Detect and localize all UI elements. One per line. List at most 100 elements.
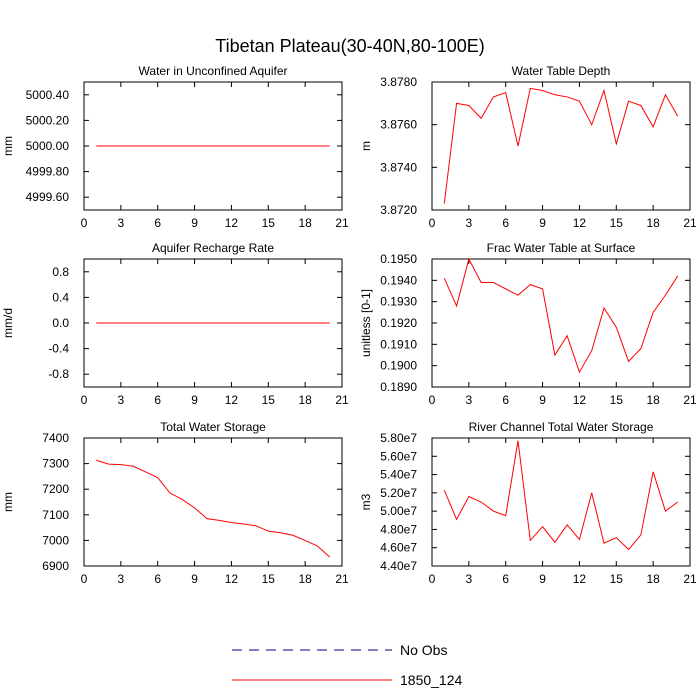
x-tick-label: 6	[502, 216, 509, 230]
x-tick-label: 15	[610, 393, 624, 407]
x-tick-label: 3	[118, 216, 125, 230]
y-tick-label: 4999.60	[26, 190, 70, 204]
panel-title: Frac Water Table at Surface	[487, 241, 636, 255]
x-tick-label: 15	[610, 216, 624, 230]
panel-frac-water-table-at-surface: Frac Water Table at Surface 0 3 6 9 12 15 18 21 0…	[359, 241, 697, 407]
y-tick-label: 0.1890	[380, 380, 417, 394]
x-tick-label: 15	[262, 572, 276, 586]
y-tick-label: 7300	[42, 457, 69, 471]
panel-title: Water Table Depth	[512, 64, 611, 78]
x-tick-label: 18	[298, 393, 312, 407]
x-tick-label: 12	[573, 393, 587, 407]
x-tick-label: 15	[262, 216, 276, 230]
legend-label-1850-124: 1850_124	[400, 672, 463, 688]
x-tick-label: 0	[429, 572, 436, 586]
panel-title: River Channel Total Water Storage	[469, 420, 654, 434]
y-tick-label: 5.00e7	[380, 504, 417, 518]
y-tick-label: 0.1920	[380, 316, 417, 330]
x-tick-label: 21	[335, 572, 349, 586]
x-tick-label: 6	[502, 393, 509, 407]
y-tick-label: 7200	[42, 482, 69, 496]
y-tick-label: 5000.40	[26, 88, 70, 102]
x-tick-label: 3	[466, 572, 473, 586]
plot-frame	[431, 258, 691, 388]
y-tick-label: 5000.20	[26, 113, 70, 127]
panel-aquifer-recharge-rate: Aquifer Recharge Rate 0 3 6 9 12 15 18 21 -0.8 -0.…	[1, 241, 349, 407]
x-tick-label: 18	[646, 216, 660, 230]
x-tick-label: 0	[81, 572, 88, 586]
x-tick-label: 3	[466, 393, 473, 407]
x-tick-label: 18	[298, 572, 312, 586]
y-tick-label: 4.80e7	[380, 522, 417, 536]
x-tick-label: 9	[539, 393, 546, 407]
x-tick-label: 21	[335, 393, 349, 407]
y-tick-label: 3.8740	[380, 160, 417, 174]
series-line-frac-water-table-at-surface	[443, 257, 679, 374]
x-tick-label: 18	[646, 572, 660, 586]
y-tick-label: 3.8780	[380, 75, 417, 89]
y-axis-label: m	[359, 141, 373, 151]
y-tick-label: 4.40e7	[380, 559, 417, 573]
y-axis-label: mm	[1, 492, 15, 512]
x-tick-label: 9	[191, 572, 198, 586]
legend-label-no-obs: No Obs	[400, 642, 447, 658]
y-tick-label: 0.1900	[380, 359, 417, 373]
y-tick-label: 0.1910	[380, 337, 417, 351]
plot-frame	[431, 437, 691, 567]
figure-title: Tibetan Plateau(30-40N,80-100E)	[215, 36, 485, 56]
x-tick-label: 18	[646, 393, 660, 407]
panel-title: Total Water Storage	[160, 420, 266, 434]
y-tick-label: 5.80e7	[380, 431, 417, 445]
x-tick-label: 9	[191, 216, 198, 230]
x-tick-label: 9	[539, 216, 546, 230]
x-tick-label: 6	[502, 572, 509, 586]
x-tick-label: 6	[154, 216, 161, 230]
x-tick-label: 18	[298, 216, 312, 230]
x-tick-label: 12	[225, 393, 239, 407]
y-tick-label: -0.4	[48, 342, 69, 356]
x-tick-label: 12	[573, 216, 587, 230]
y-tick-label: 4999.80	[26, 165, 70, 179]
panel-total-water-storage: Total Water Storage 0 3 6 9 12 15 18 21 6900 7000 7…	[1, 420, 349, 586]
x-tick-label: 15	[262, 393, 276, 407]
series-line-total-water-storage	[96, 459, 331, 558]
x-tick-label: 3	[118, 572, 125, 586]
x-tick-label: 21	[335, 216, 349, 230]
x-tick-label: 0	[429, 393, 436, 407]
y-tick-label: 0.4	[52, 290, 69, 304]
x-tick-label: 3	[466, 216, 473, 230]
y-tick-label: 0.1940	[380, 273, 417, 287]
y-tick-label: 5.60e7	[380, 449, 417, 463]
x-tick-label: 6	[154, 393, 161, 407]
panel-title: Aquifer Recharge Rate	[152, 241, 274, 255]
x-tick-label: 21	[683, 216, 697, 230]
y-axis-label: mm/d	[1, 308, 15, 338]
y-tick-label: -0.8	[48, 367, 69, 381]
y-axis-label: m3	[359, 493, 373, 510]
y-tick-label: 5.40e7	[380, 468, 417, 482]
plot-frame	[431, 81, 691, 211]
y-tick-label: 5000.00	[26, 139, 70, 153]
y-axis-label: unitless [0-1]	[359, 289, 373, 357]
x-tick-label: 9	[539, 572, 546, 586]
panel-title: Water in Unconfined Aquifer	[139, 64, 288, 78]
x-tick-label: 12	[573, 572, 587, 586]
x-tick-label: 15	[610, 572, 624, 586]
x-tick-label: 6	[154, 572, 161, 586]
y-tick-label: 0.1950	[380, 252, 417, 266]
plot-frame	[83, 437, 343, 567]
y-tick-label: 5.20e7	[380, 486, 417, 500]
panel-water-in-unconfined-aquifer: Water in Unconfined Aquifer 0 3 6 9 12 15 18 21 4…	[1, 64, 349, 230]
x-tick-label: 0	[429, 216, 436, 230]
x-tick-label: 21	[683, 572, 697, 586]
y-tick-label: 0.8	[52, 265, 69, 279]
y-tick-label: 0.1930	[380, 295, 417, 309]
panel-water-table-depth: Water Table Depth 0 3 6 9 12 15 18 21 3.8720 3.874…	[359, 64, 697, 230]
series-line-water-table-depth	[443, 87, 679, 204]
y-tick-label: 3.8760	[380, 118, 417, 132]
x-tick-label: 12	[225, 572, 239, 586]
x-tick-label: 0	[81, 393, 88, 407]
legend: No Obs 1850_124	[232, 642, 463, 688]
x-tick-label: 21	[683, 393, 697, 407]
